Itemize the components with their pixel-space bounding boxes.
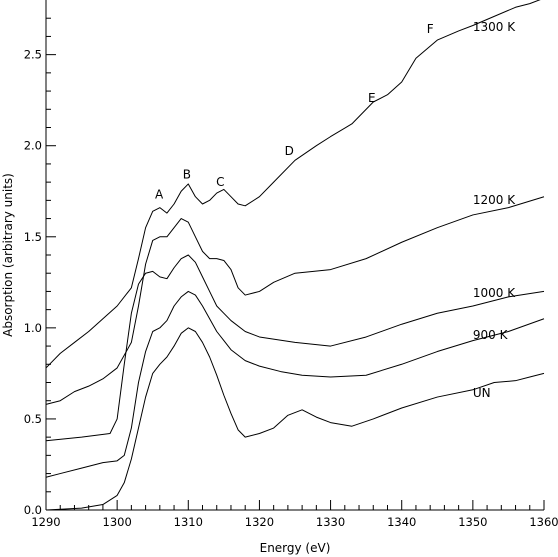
series-label-1300-k: 1300 K [473,20,516,34]
series-line-900-k [45,290,545,478]
series-labels: UN 900 K 1000 K 1200 K 1300 K [473,20,516,400]
series-line-un [45,327,545,511]
y-axis-label: Absorption (arbitrary units) [1,173,15,337]
series-line-1200-k [45,196,545,405]
x-ticks: 1290 1300 1310 1320 1330 1340 1350 1360 [31,500,558,529]
peak-label-f: F [427,22,434,36]
y-tick-label: 0.0 [24,503,42,517]
series-line-1300-k [45,0,541,369]
y-tick-label: 0.5 [24,412,42,426]
series-label-1200-k: 1200 K [473,193,516,207]
peak-label-b: B [183,168,191,182]
series-label-1000-k: 1000 K [473,286,516,300]
x-tick-label: 1350 [458,515,487,529]
x-axis-label: Energy (eV) [260,541,331,555]
peak-annotations: A B C D E F [155,22,434,202]
x-tick-label: 1310 [174,515,203,529]
y-tick-label: 1.0 [24,321,42,335]
x-tick-label: 1290 [31,515,60,529]
x-tick-label: 1360 [529,515,558,529]
peak-label-c: C [216,175,224,189]
peak-label-d: D [285,144,294,158]
peak-label-a: A [155,188,164,202]
x-tick-label: 1330 [316,515,345,529]
y-tick-label: 2.5 [24,48,42,62]
series-lines [45,0,545,511]
y-ticks: 0.0 0.5 1.0 1.5 2.0 2.5 [24,17,56,517]
series-label-un: UN [473,386,491,400]
y-tick-label: 2.0 [24,139,42,153]
series-label-900-k: 900 K [473,328,509,342]
x-tick-label: 1320 [245,515,274,529]
series-line-1000-k [45,254,545,442]
peak-label-e: E [368,91,376,105]
x-tick-label: 1340 [387,515,416,529]
y-tick-label: 1.5 [24,230,42,244]
x-tick-label: 1300 [103,515,132,529]
